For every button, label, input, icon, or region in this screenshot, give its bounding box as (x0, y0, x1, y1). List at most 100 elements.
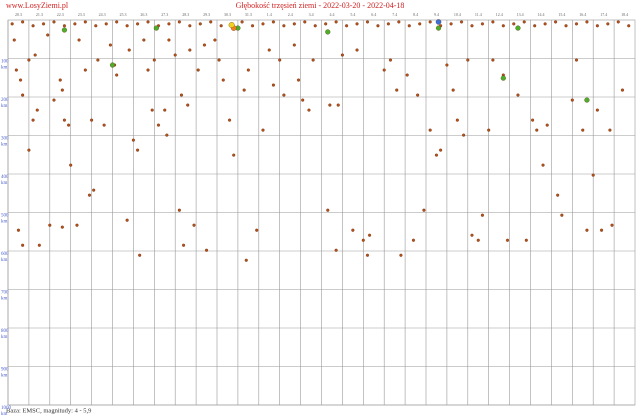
x-tick-label: 16.4 (579, 12, 586, 17)
data-point (69, 163, 73, 167)
y-unit-label: km (1, 258, 8, 263)
data-point (405, 73, 409, 77)
y-tick-label: 500 (1, 214, 9, 219)
x-tick-label: 6.4 (371, 12, 376, 17)
data-point (104, 22, 108, 26)
data-point (186, 103, 190, 107)
data-point (188, 48, 192, 52)
data-point (177, 20, 181, 24)
x-tick-label: 2.4 (288, 12, 293, 17)
data-point (445, 63, 449, 67)
data-point (524, 238, 528, 242)
data-point (213, 38, 217, 42)
y-unit-label: km (1, 143, 8, 148)
x-tick-label: 24.3 (99, 12, 106, 17)
data-point (267, 48, 271, 52)
data-point (261, 22, 265, 26)
data-point (581, 128, 585, 132)
x-tick-label: 8.4 (413, 12, 418, 17)
data-point (516, 93, 520, 97)
data-point (198, 22, 202, 26)
data-point (466, 58, 470, 62)
data-point (340, 53, 344, 57)
data-point (313, 24, 317, 28)
data-point (386, 22, 390, 26)
data-point (58, 78, 62, 82)
data-point (192, 223, 196, 227)
data-point (610, 223, 614, 227)
data-point (292, 43, 296, 47)
data-point (407, 24, 411, 28)
x-tick-label: 25.3 (120, 12, 127, 17)
data-point (388, 58, 393, 62)
data-point (92, 188, 96, 192)
data-point (163, 108, 167, 112)
footer: Baza: EMSC, magnitudy: 4 - 5,9 (6, 407, 91, 414)
data-point (600, 228, 604, 232)
site-name: www.LosyZiemi.pl (6, 1, 69, 10)
data-point (244, 258, 248, 262)
chart-title: Głębokość trzęsień ziemi - 2022-03-20 - … (236, 1, 405, 10)
data-point (31, 24, 35, 28)
data-point (33, 53, 37, 57)
data-point (202, 43, 207, 47)
data-point (217, 58, 221, 62)
data-point (428, 128, 432, 132)
data-point (261, 128, 265, 132)
data-point (428, 20, 432, 24)
data-point (416, 93, 420, 97)
data-point (136, 22, 140, 26)
data-point (328, 103, 332, 107)
data-point (21, 20, 25, 24)
y-unit-label: km (1, 412, 8, 417)
data-point (125, 218, 129, 222)
data-point (10, 22, 14, 26)
data-point (491, 58, 495, 62)
data-point (382, 68, 386, 72)
data-point (90, 118, 94, 122)
data-point (31, 118, 35, 122)
data-point (228, 22, 235, 28)
data-point (591, 173, 595, 177)
data-point (292, 22, 296, 26)
data-point (303, 20, 307, 24)
data-point (182, 243, 186, 247)
data-point (560, 213, 564, 217)
data-point (554, 20, 558, 24)
data-point (83, 68, 87, 72)
data-point (595, 24, 599, 28)
y-tick-label: 1000 (1, 406, 12, 411)
data-point (94, 24, 98, 28)
data-point (543, 22, 547, 26)
data-point (60, 225, 64, 229)
data-point (205, 248, 209, 252)
x-tick-label: 9.4 (434, 12, 439, 17)
data-point (476, 238, 480, 242)
data-point (62, 24, 66, 28)
data-point (156, 123, 161, 127)
data-point (556, 193, 560, 197)
y-unit-label: km (1, 181, 8, 186)
data-point (351, 228, 355, 232)
x-tick-label: 21.3 (36, 12, 43, 17)
y-tick-label: 100 (1, 60, 9, 65)
data-point (250, 24, 255, 28)
x-tick-label: 17.4 (600, 12, 607, 17)
data-point (271, 20, 275, 24)
x-tick-label: 14.4 (538, 12, 545, 17)
y-tick-label: 400 (1, 175, 9, 180)
data-point (278, 58, 282, 62)
y-unit-label: km (1, 220, 8, 225)
data-point (108, 43, 112, 47)
x-tick-label: 30.3 (224, 12, 231, 17)
data-point (334, 248, 338, 252)
data-point (18, 78, 23, 82)
data-point (336, 103, 340, 107)
data-point (531, 118, 535, 122)
y-tick-label: 700 (1, 291, 9, 296)
data-point (355, 22, 359, 26)
data-point (255, 228, 259, 232)
data-point (12, 38, 16, 42)
data-point (138, 253, 142, 257)
